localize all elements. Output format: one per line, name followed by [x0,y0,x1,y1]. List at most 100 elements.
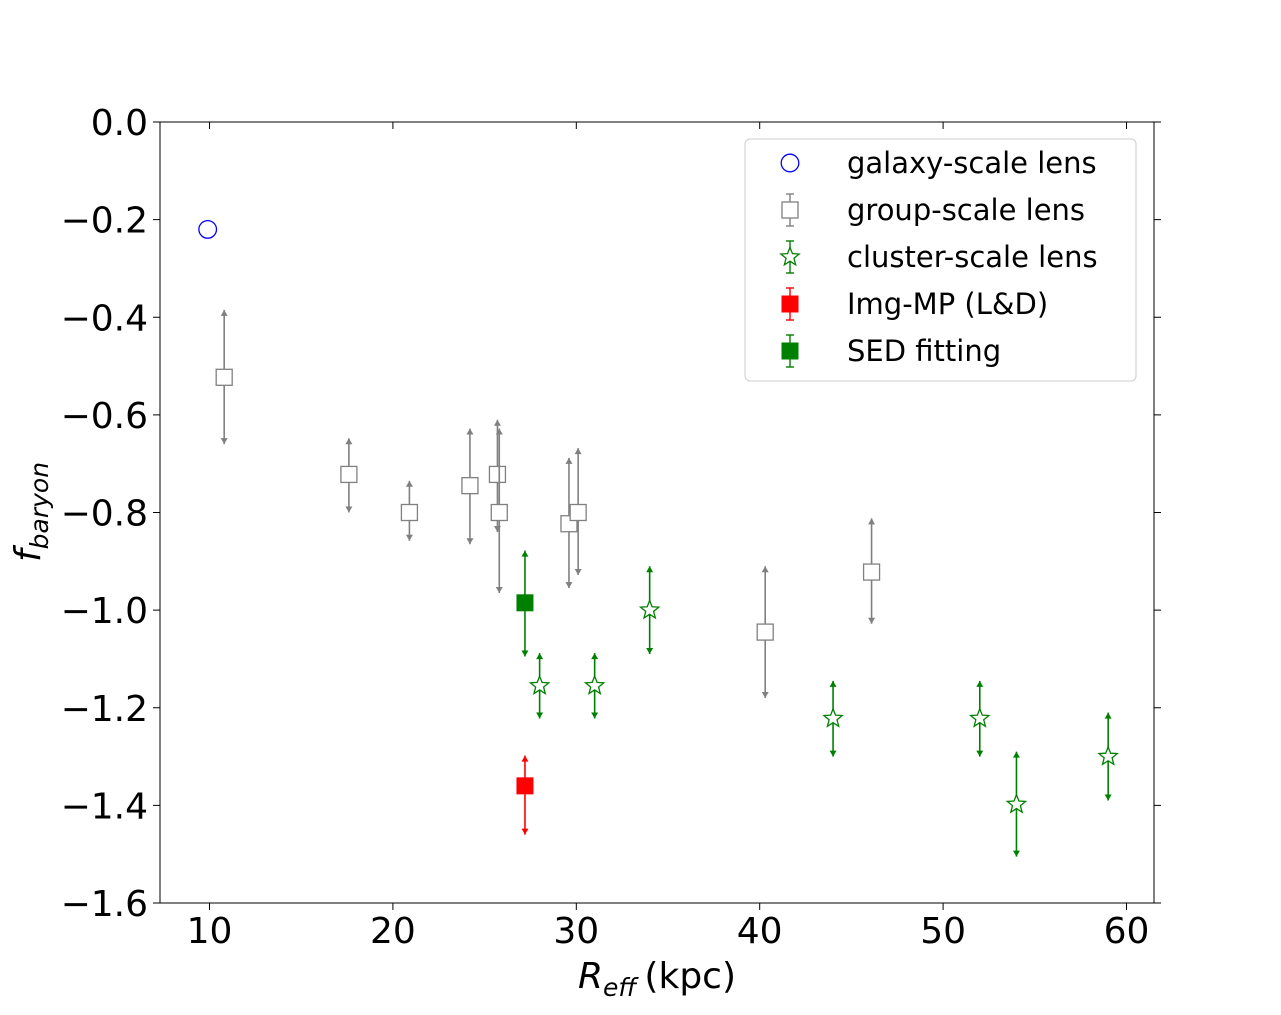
legend-frame [744,138,1137,382]
error-arrow-head [1012,850,1020,857]
data-point [461,428,479,545]
marker-square [569,503,587,522]
x-axis-title-unit: (kpc) [644,956,736,997]
x-tick-label: 50 [920,911,966,952]
error-arrow-head [646,566,654,573]
error-arrow-head [405,480,413,487]
marker-square [490,503,508,522]
data-point [862,518,881,624]
marker-square [340,465,358,484]
error-arrow-head [466,538,474,545]
data-point [516,755,534,835]
data-point [528,653,551,719]
x-axis-title: Reff (kpc) [578,956,736,1002]
error-arrow-head [829,750,837,757]
error-arrow-head [868,617,876,624]
series-galaxy-scale-lens [198,219,218,239]
y-tick-label: −1.0 [61,591,148,632]
marker-square-filled [516,594,534,612]
error-arrow-head [521,755,529,762]
x-axis-title-main: R [578,956,603,997]
marker-square [215,368,233,386]
error-arrow-head [829,680,837,687]
data-points [198,219,1119,857]
error-arrow-head [574,448,582,455]
data-point [198,219,218,239]
error-arrow-head [646,648,654,655]
marker-star [968,707,991,728]
data-point [569,448,587,575]
data-point [560,457,578,589]
marker-circle [198,219,218,239]
series-sed-fitting [516,550,534,657]
data-point [215,309,233,445]
error-arrow-head [565,582,573,589]
error-arrow-head [345,438,353,445]
data-point [638,566,661,655]
series-group-scale-lens [215,309,881,698]
legend-item: SED fitting [781,334,1001,368]
legend-label: Img-MP (L&D) [847,287,1048,321]
legend-item: group-scale lens [781,193,1085,227]
y-tick-label: −0.8 [61,494,148,535]
error-arrow-head [1012,751,1020,758]
marker-star [528,674,551,695]
error-arrow-head [591,712,599,719]
x-tick-label: 40 [737,911,783,952]
y-tick-label: −0.2 [61,201,148,242]
x-tick-label: 60 [1104,911,1150,952]
data-point [340,438,358,513]
x-tick-label: 20 [370,911,416,952]
y-axis-title-sub: baryon [25,462,54,549]
error-arrow-head [1104,712,1112,719]
error-arrow-head [574,568,582,575]
error-arrow-head [220,438,228,445]
legend-label: SED fitting [847,334,1001,368]
marker-circle [780,153,800,173]
y-tick-label: −1.4 [61,786,148,827]
data-point [968,680,991,757]
y-axis-title: fbaryon [8,462,54,562]
error-arrow-head [345,506,353,513]
marker-square [400,503,419,522]
marker-star [1005,793,1028,814]
y-tick-label: −1.6 [61,884,148,925]
error-arrow-head [976,750,984,757]
marker-square-filled [781,295,799,313]
marker-star [583,674,606,695]
marker-square [781,201,799,219]
y-tick-label: 0.0 [91,103,148,144]
x-axis-title-sub: eff [603,973,639,1002]
data-point [822,680,844,757]
legend-label: group-scale lens [847,193,1085,227]
error-arrow-head [1104,794,1112,801]
error-arrow-head [536,712,544,719]
data-point [1097,712,1119,801]
error-arrow-head [761,691,769,698]
marker-square [862,563,881,581]
error-arrow-head [976,680,984,687]
legend-item: cluster-scale lens [779,240,1098,274]
data-point [756,566,774,698]
error-arrow-head [466,428,474,435]
marker-square [461,477,479,495]
data-point [1005,751,1028,857]
marker-star [1097,745,1119,766]
series-img-mp-l-d- [516,755,534,835]
data-point [490,428,508,594]
legend-item: Img-MP (L&D) [781,287,1048,321]
marker-star [779,245,801,267]
error-arrow-head [565,457,573,464]
error-arrow-head [495,428,503,435]
error-arrow-head [405,534,413,541]
x-tick-label: 30 [553,911,599,952]
y-tick-label: −1.2 [61,689,148,730]
y-tick-label: −0.4 [61,298,148,339]
marker-square-filled [781,342,799,360]
legend-item: galaxy-scale lens [780,146,1097,180]
marker-square-filled [516,777,534,795]
error-arrow-head [591,653,599,660]
error-arrow-head [536,653,544,660]
error-arrow-head [220,309,228,316]
error-arrow-head [521,828,529,835]
